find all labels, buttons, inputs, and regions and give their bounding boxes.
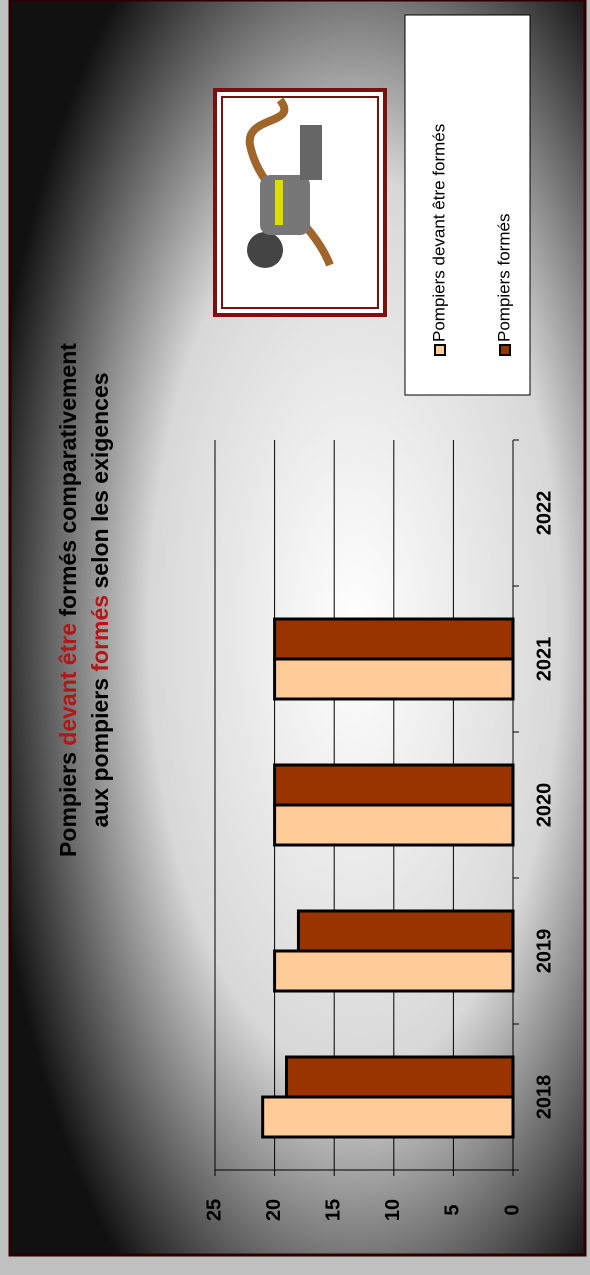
- chart-title: aux pompiers formés selon les exigences: [87, 372, 113, 827]
- bar: [273, 763, 515, 807]
- legend: [404, 14, 531, 396]
- chart-title: Pompiers devant être formés comparativem…: [55, 343, 81, 857]
- legend-swatch: [499, 344, 511, 356]
- bar: [273, 949, 515, 993]
- x-tick-label: 2022: [533, 491, 555, 536]
- illustration: [213, 88, 387, 317]
- bar: [285, 1055, 515, 1099]
- x-tick-label: 2020: [533, 783, 555, 828]
- title-part: formés comparativement: [55, 343, 81, 623]
- bar: [296, 909, 515, 953]
- bar: [261, 1095, 515, 1139]
- y-tick-label: 0: [501, 1204, 523, 1215]
- title-part: Pompiers: [55, 746, 81, 857]
- bar: [273, 617, 515, 661]
- x-tick-label: 2021: [533, 637, 555, 682]
- title-part: selon les exigences: [87, 372, 113, 594]
- title-part: aux pompiers: [87, 672, 113, 828]
- y-tick-label: 25: [203, 1199, 225, 1221]
- bar: [273, 803, 515, 847]
- y-tick-label: 10: [382, 1199, 404, 1221]
- title-part: formés: [87, 595, 113, 672]
- x-tick-label: 2019: [533, 929, 555, 974]
- title-part: devant être: [55, 623, 81, 746]
- bar: [273, 657, 515, 701]
- x-tick-label: 2018: [533, 1075, 555, 1120]
- y-tick-label: 15: [322, 1199, 344, 1221]
- y-tick-label: 5: [442, 1204, 464, 1215]
- legend-swatch: [434, 344, 446, 356]
- legend-label: Pompiers devant être formés: [429, 124, 448, 342]
- legend-label: Pompiers formés: [494, 214, 513, 342]
- y-tick-label: 20: [263, 1199, 285, 1221]
